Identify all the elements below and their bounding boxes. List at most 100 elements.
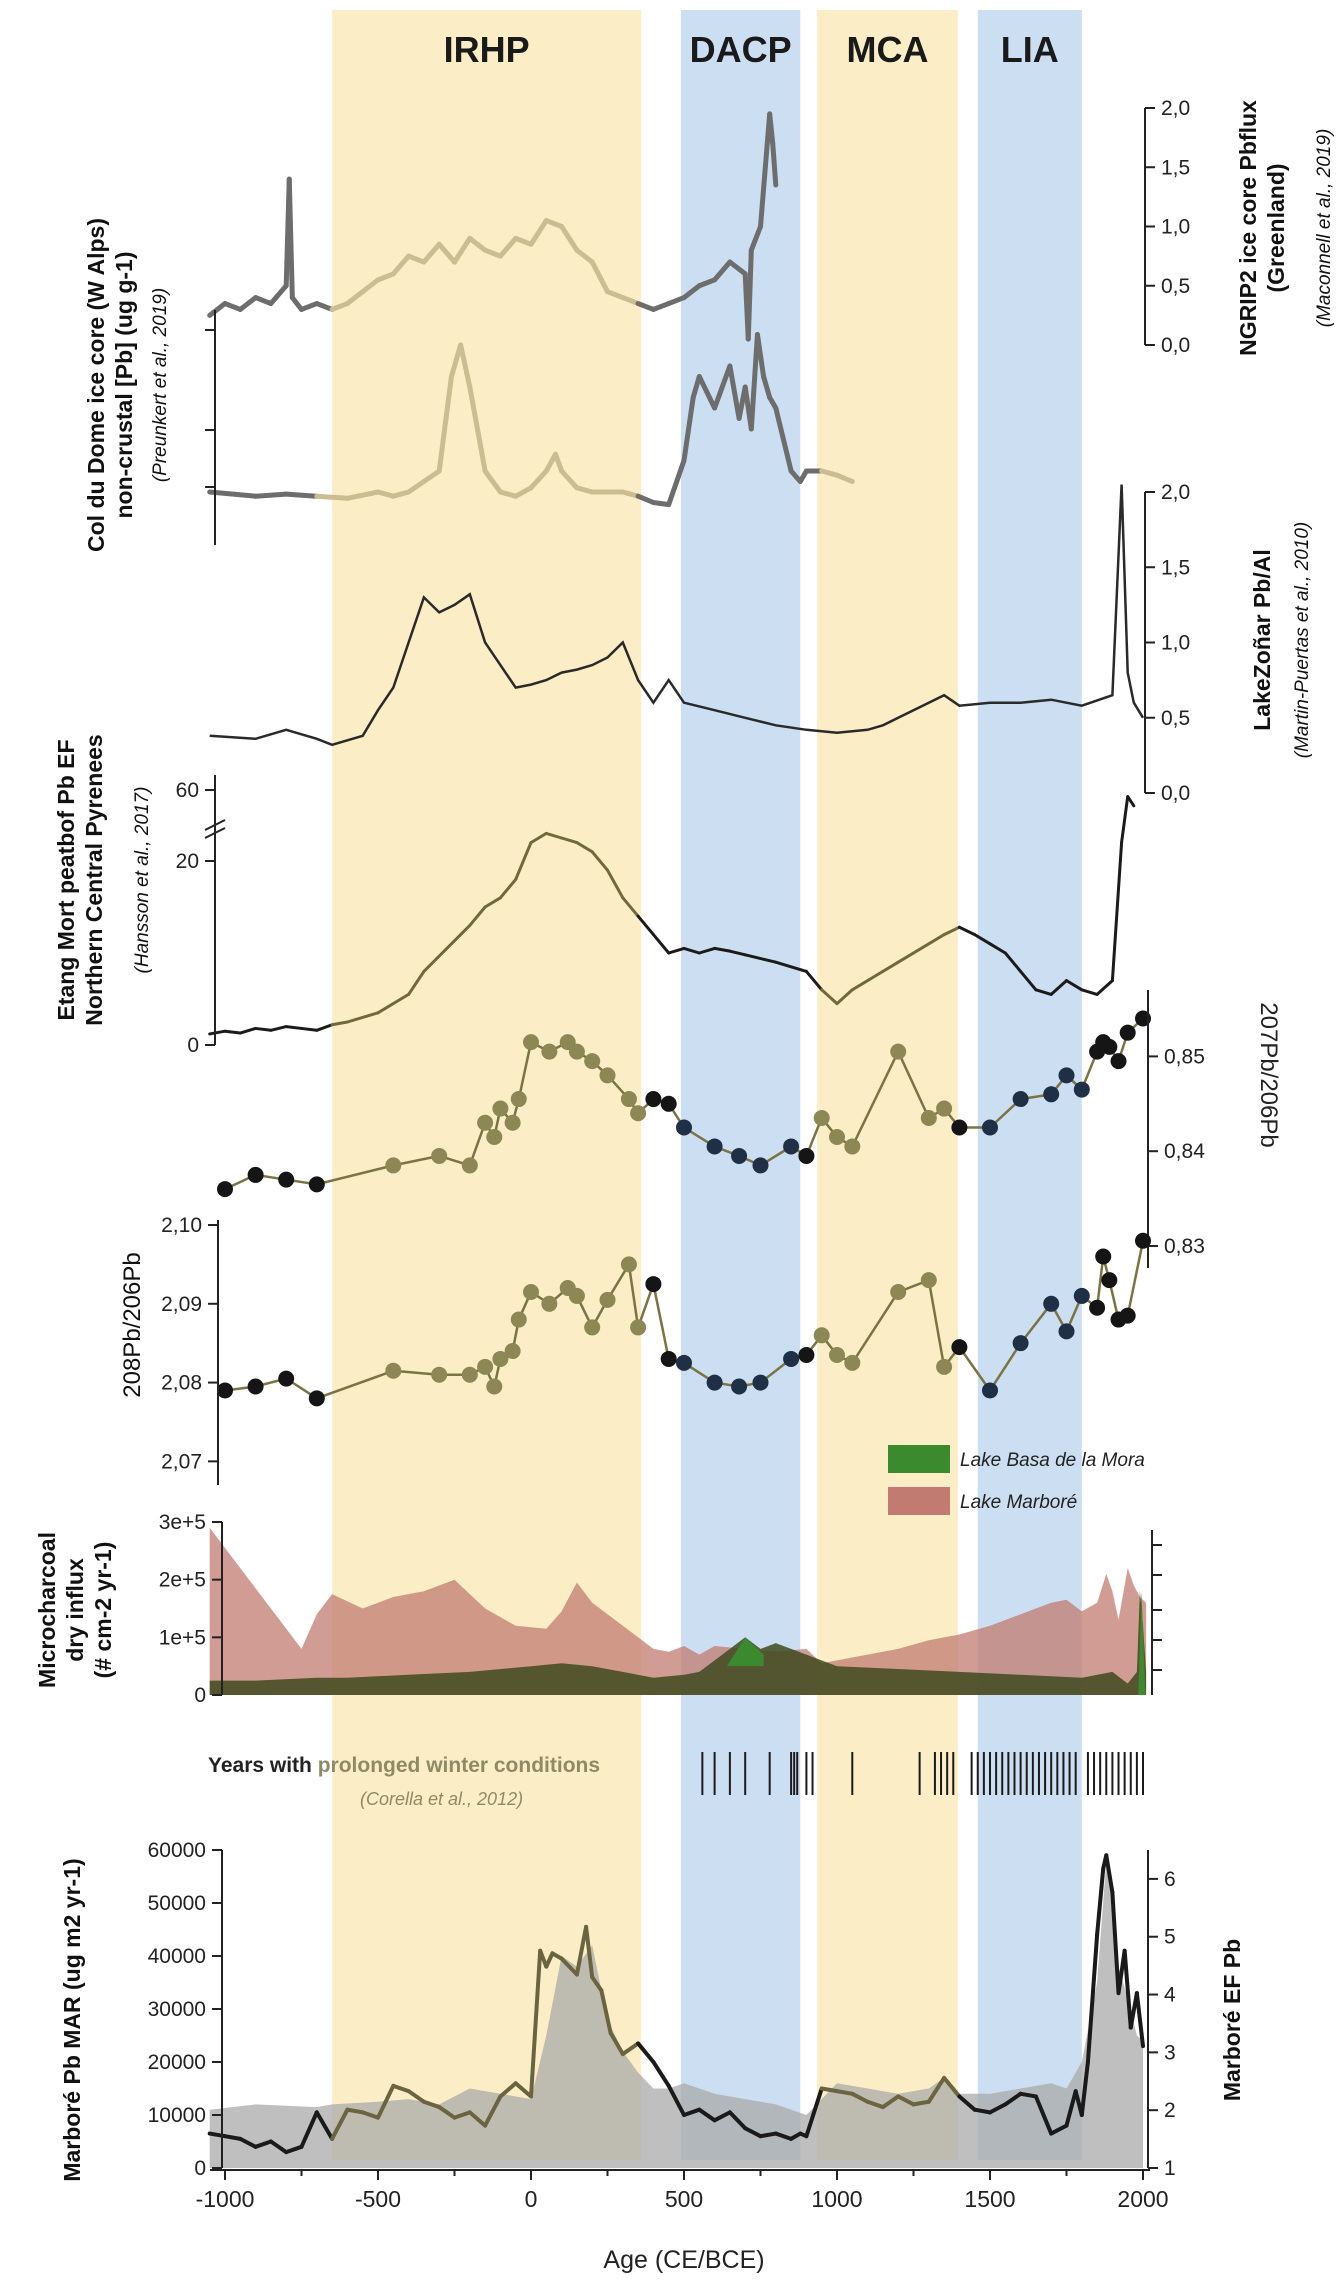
pb207-point [504, 1114, 521, 1131]
marbore-mar-line-segment [483, 2094, 503, 2128]
marbore-mar-line-segment [712, 2110, 732, 2123]
etangmort-line-segment [1049, 979, 1068, 996]
coldudome-line-segment [681, 395, 696, 463]
coldudome-line-segment [819, 468, 840, 478]
pb207-point [492, 1100, 509, 1117]
coldudome-line-segment [513, 485, 534, 499]
marbore-mar-line-segment [406, 2089, 426, 2104]
etangmort-line-segment [315, 1023, 334, 1032]
pb207-tick-0-label: 0,83 [1164, 1235, 1205, 1258]
period-band-lia [977, 10, 1082, 2160]
marbore-mar-line-segment [238, 2136, 258, 2149]
etangmort-line-segment [575, 841, 594, 854]
marbore-right-title-line-0: Marboré EF Pb [1219, 1939, 1245, 2101]
etangmort-line-segment [850, 979, 870, 992]
coldudome-axis-title-line-1: non-crustal [Pb] (ug g-1) [111, 251, 137, 518]
pb207-point [523, 1034, 539, 1051]
etangmort-line-segment [544, 831, 564, 840]
etangmort-line-segment [896, 951, 915, 964]
marbore-mar-line-segment [1018, 2091, 1038, 2099]
winter-citation: (Corella et al., 2012) [360, 1789, 523, 1809]
pb207-point [486, 1128, 503, 1145]
ngrip-line-segment [696, 277, 718, 289]
coldudome-line-segment [207, 489, 259, 499]
marbore-mar-line-segment [1079, 2060, 1090, 2117]
ngrip-line-segment [767, 111, 776, 147]
ngrip-line-segment [745, 247, 754, 342]
pb208-point [1119, 1307, 1136, 1324]
pb207-point [890, 1043, 907, 1060]
pb208-point [492, 1350, 509, 1367]
coldudome-line-segment [761, 374, 773, 400]
marbore-left-tick-3-label: 30000 [148, 1998, 206, 2021]
coldudome-line-segment [773, 405, 794, 474]
winter-label: Years with prolonged winter conditions [208, 1754, 600, 1777]
ngrip-axis-title-line-0: NGRIP2 ice core Pbflux [1235, 100, 1261, 356]
pb207-point [1119, 1024, 1136, 1041]
marbore-mar-line-segment [758, 2131, 778, 2139]
marbore-mar-line-segment [421, 2099, 442, 2110]
etangmort-line-segment [606, 868, 625, 900]
pb208-axis-title: 208Pb/206Pb [119, 1252, 146, 1397]
pb207-point [982, 1119, 998, 1136]
coldudome-line-segment [748, 332, 760, 432]
pb208-point [217, 1382, 233, 1399]
ngrip-line-segment [497, 235, 519, 259]
pb207-point [568, 1043, 585, 1060]
pb208-point [798, 1347, 815, 1363]
marbore-mar-line-segment [360, 2110, 380, 2120]
etangmort-line-segment [912, 942, 931, 955]
pb208-point [630, 1319, 647, 1336]
etangmort-line-segment [560, 836, 579, 845]
ngrip-line-segment [589, 259, 610, 295]
pb208-point [1095, 1248, 1112, 1265]
x-axis-tick-label: 1500 [964, 2186, 1015, 2212]
coldudome-line-segment [482, 468, 503, 495]
marbore-mar-line-segment [697, 2107, 717, 2123]
ngrip-tick-3-label: 1,5 [1161, 156, 1190, 179]
marbore-mar-line-segment [896, 2094, 916, 2107]
marbore-mar-line-segment [538, 1948, 549, 1969]
charcoal-basa-peak [1138, 1591, 1146, 1695]
pb207-point [752, 1157, 769, 1174]
pb208-point [308, 1390, 325, 1407]
etangmort-line-segment [774, 960, 808, 973]
coldudome-line-segment [650, 500, 672, 508]
pb208-point [752, 1374, 769, 1391]
marbore-mar-line-segment [1095, 1866, 1106, 1937]
etangmort-line-segment [1065, 979, 1084, 992]
pb207-point [431, 1147, 448, 1164]
marbore-right-title: Marboré EF Pb [1219, 1939, 1245, 2101]
marbore-mar-line-segment [513, 2081, 533, 2099]
pb207-axis-title: 207Pb/206Pb [1255, 1002, 1282, 1147]
ngrip-line-segment [770, 141, 779, 188]
coldudome-line-segment [528, 468, 549, 491]
pb207-point [308, 1176, 325, 1193]
coldudome-line-segment [559, 468, 580, 491]
pb207-axis-title-text: 207Pb/206Pb [1255, 1002, 1282, 1147]
pb207-tick-2-label: 0,85 [1164, 1045, 1205, 1068]
pb208-point [431, 1366, 448, 1383]
marbore-left-tick-2-label: 20000 [148, 2051, 206, 2074]
marbore-mar-line-segment [835, 2089, 855, 2096]
pb208-point [510, 1311, 527, 1328]
x-axis-title: Age (CE/BCE) [603, 2246, 764, 2274]
pb208-point [1012, 1335, 1029, 1352]
marbore-mar-line-segment [599, 1988, 613, 2035]
etangmort-citation: (Hansson et al., 2017) [132, 787, 153, 974]
ngrip-line-segment [748, 224, 763, 253]
marbore-mar-line-segment [850, 2091, 870, 2104]
ngrip-line-segment [666, 295, 687, 307]
marbore-right-tick-0-label: 1 [1164, 2157, 1176, 2180]
ngrip-line-segment [681, 283, 702, 301]
pb208-point [844, 1354, 861, 1371]
etangmort-line-segment [1080, 988, 1099, 996]
etangmort-axis-break [204, 819, 226, 831]
pb208-point [982, 1382, 998, 1399]
marbore-mar-line-segment [880, 2094, 901, 2110]
marbore-mar-line-segment [345, 2107, 365, 2115]
pb208-point [890, 1283, 907, 1300]
pb208-point [660, 1350, 677, 1367]
coldudome-citation: (Preunkert et al., 2019) [150, 288, 171, 482]
etangmort-line-segment [529, 831, 548, 845]
